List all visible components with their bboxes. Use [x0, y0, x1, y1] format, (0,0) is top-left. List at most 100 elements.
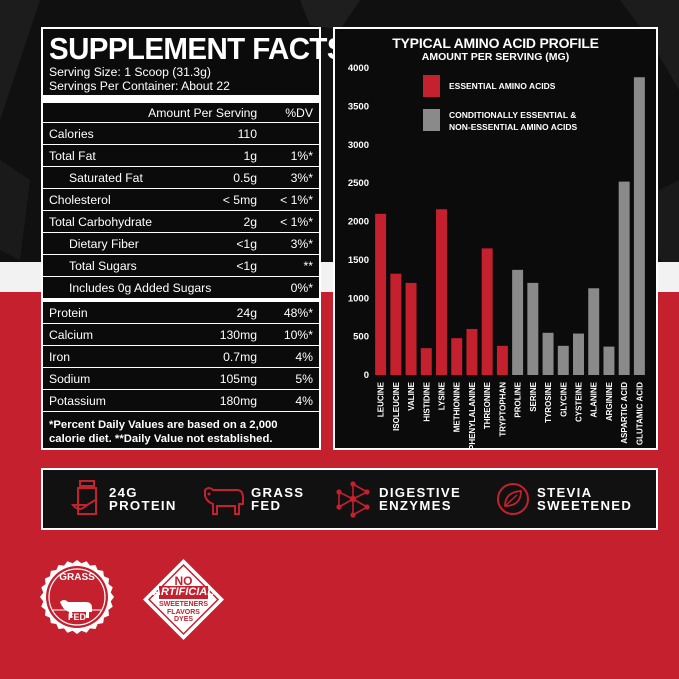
facts-footnote: *Percent Daily Values are based on a 2,0… [49, 412, 313, 446]
facts-row-dv: 0%* [290, 281, 313, 295]
feature-bar: 24G PROTEIN GRASS FED DIGEST [41, 468, 658, 530]
y-tick-label: 500 [353, 332, 369, 343]
legend-label-nonessential-line2: NON-ESSENTIAL AMINO ACIDS [449, 122, 578, 132]
feature-protein-line1: 24G [109, 485, 138, 500]
grass-fed-badge-line2: FED [68, 612, 86, 622]
facts-row-label: Dietary Fiber [69, 237, 139, 251]
feature-protein-line2: PROTEIN [109, 498, 177, 513]
feature-grass-fed: GRASS FED [201, 470, 304, 528]
stevia-leaf-icon [497, 483, 529, 515]
x-tick-label: PROLINE [514, 381, 523, 417]
facts-row-label: Potassium [49, 394, 106, 408]
facts-row-label: Total Carbohydrate [49, 215, 152, 229]
facts-row-label: Includes 0g Added Sugars [69, 281, 212, 295]
no-artificial-line2: ARTIFICIAL [153, 586, 214, 598]
facts-row: Potassium 180mg 4% [43, 390, 319, 412]
facts-row-label: Calcium [49, 328, 94, 342]
feature-grass-fed-text: GRASS FED [251, 486, 304, 512]
x-tick-label: LEUCINE [377, 381, 386, 417]
legend-swatch-nonessential [423, 109, 440, 131]
no-artificial-line5: DYES [173, 616, 194, 623]
facts-row: Includes 0g Added Sugars 0%* [43, 277, 319, 302]
x-tick-label: CYSTEINE [575, 381, 584, 422]
x-tick-label: ARGININE [605, 381, 614, 421]
x-tick-label: GLUTAMIC ACID [635, 382, 644, 445]
facts-row-label: Total Fat [49, 149, 96, 163]
bar-proline [512, 269, 524, 375]
facts-row: Total Carbohydrate 2g < 1%* [43, 211, 319, 233]
facts-row: Cholesterol < 5mg < 1%* [43, 189, 319, 211]
amino-acid-chart: TYPICAL AMINO ACID PROFILE AMOUNT PER SE… [333, 27, 658, 450]
bar-alanine [588, 288, 600, 375]
facts-row: Iron 0.7mg 4% [43, 346, 319, 368]
facts-row-value: 24g [236, 306, 257, 320]
facts-row: Total Fat 1g 1%* [43, 145, 319, 167]
bar-aspartic-acid [618, 181, 630, 375]
facts-row-dv: < 1%* [280, 215, 313, 229]
servings-per-container: Servings Per Container: About 22 [49, 79, 230, 93]
facts-row-dv: < 1%* [280, 193, 313, 207]
y-tick-label: 2500 [348, 178, 369, 189]
feature-protein-text: 24G PROTEIN [109, 486, 177, 512]
facts-row: Calcium 130mg 10%* [43, 324, 319, 346]
bar-threonine [481, 248, 493, 375]
facts-row-label: Saturated Fat [69, 171, 143, 185]
feature-protein: 24G PROTEIN [71, 470, 177, 528]
facts-row: Total Sugars <1g ** [43, 255, 319, 277]
bar-glycine [557, 345, 569, 375]
facts-row-value: <1g [236, 259, 257, 273]
serving-size: Serving Size: 1 Scoop (31.3g) [49, 65, 211, 79]
facts-row-dv: 4% [295, 350, 313, 364]
feature-stevia: STEVIA SWEETENED [495, 470, 632, 528]
feature-enzymes: DIGESTIVE ENZYMES [333, 470, 461, 528]
facts-row-value: 2g [243, 215, 257, 229]
bar-serine [527, 282, 539, 375]
facts-row-value: 130mg [219, 328, 257, 342]
facts-rows: Calories 110 Total Fat 1g 1%* Saturated Fat 0.… [43, 123, 319, 412]
facts-row: Calories 110 [43, 123, 319, 145]
feature-enzymes-line2: ENZYMES [379, 498, 452, 513]
bar-leucine [375, 213, 387, 375]
facts-row-dv: 10%* [283, 328, 313, 342]
no-artificial-line3: SWEETENERS [158, 601, 208, 608]
no-artificial-line1: NO [174, 574, 193, 588]
grass-fed-badge [40, 560, 114, 634]
facts-row-value: 180mg [219, 394, 257, 408]
feature-enzymes-text: DIGESTIVE ENZYMES [379, 486, 461, 512]
feature-stevia-line1: STEVIA [537, 485, 593, 500]
no-artificial-list: SWEETENERS FLAVORS DYES [141, 601, 226, 624]
facts-row-dv: 1%* [290, 149, 313, 163]
bar-isoleucine [390, 273, 402, 375]
x-tick-label: HISTIDINE [422, 381, 431, 421]
bar-lysine [436, 209, 447, 375]
molecule-icon [336, 481, 370, 518]
bar-tryptophan [496, 345, 508, 375]
facts-row-label: Iron [49, 350, 71, 364]
bar-glutamic-acid [633, 77, 645, 376]
chart-title: TYPICAL AMINO ACID PROFILE [392, 35, 599, 51]
y-tick-label: 4000 [348, 63, 369, 74]
facts-row-dv: ** [303, 259, 314, 273]
facts-row-value: <1g [236, 237, 257, 251]
y-tick-label: 2000 [348, 217, 369, 228]
y-tick-label: 1500 [348, 255, 369, 266]
facts-header: Amount Per Serving %DV [43, 103, 319, 123]
legend-label-nonessential-line1: CONDITIONALLY ESSENTIAL & [449, 110, 577, 120]
facts-row-value: 0.5g [233, 171, 257, 185]
supplement-facts-panel: SUPPLEMENT FACTS Serving Size: 1 Scoop (… [41, 27, 347, 450]
grass-fed-badge-text: GRASS FED [38, 558, 116, 636]
legend-label-essential: ESSENTIAL AMINO ACIDS [449, 81, 556, 91]
facts-row-label: Protein [49, 306, 88, 320]
feature-grass-fed-line2: FED [251, 498, 282, 513]
x-tick-label: GLYCINE [559, 381, 568, 416]
x-tick-label: VALINE [407, 381, 416, 410]
facts-row: Dietary Fiber <1g 3%* [43, 233, 319, 255]
y-tick-label: 1000 [348, 293, 369, 304]
x-tick-label: LYSINE [438, 381, 447, 410]
x-tick-label: PHENYLALANINE [468, 381, 477, 448]
facts-row-label: Total Sugars [69, 259, 137, 273]
bar-arginine [603, 346, 615, 375]
legend-swatch-essential [423, 75, 440, 97]
bar-cysteine [573, 333, 584, 375]
footnote-line-1: *Percent Daily Values are based on a 2,0… [49, 419, 278, 431]
